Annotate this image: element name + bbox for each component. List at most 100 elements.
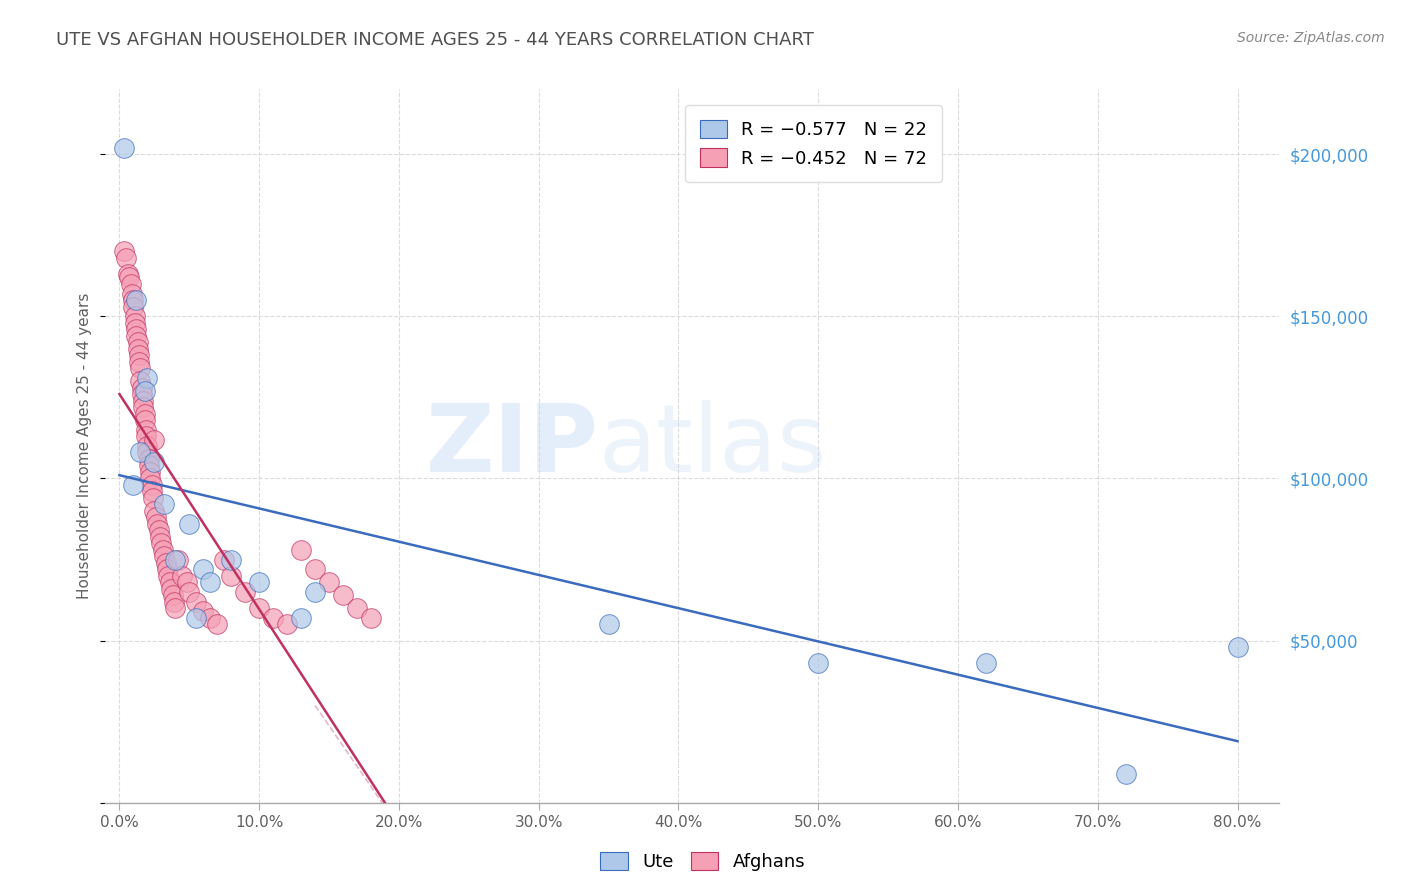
Point [122, 478, 145, 492]
Point [162, 588, 184, 602]
Point [165, 552, 187, 566]
Point [141, 484, 163, 499]
Point [163, 595, 186, 609]
Point [172, 568, 194, 582]
Point [200, 575, 222, 590]
Point [138, 452, 160, 467]
Point [332, 588, 354, 602]
Point [134, 384, 156, 398]
Point [160, 582, 183, 596]
Legend: Ute, Afghans: Ute, Afghans [593, 845, 813, 879]
Point [136, 445, 159, 459]
Point [262, 611, 284, 625]
Point [132, 393, 155, 408]
Point [148, 524, 170, 538]
Point [167, 552, 190, 566]
Point [156, 562, 179, 576]
Point [149, 530, 172, 544]
Point [122, 293, 145, 307]
Point [1115, 766, 1137, 780]
Point [134, 407, 156, 421]
Point [153, 497, 176, 511]
Point [150, 536, 173, 550]
Point [135, 423, 157, 437]
Point [155, 556, 177, 570]
Point [120, 277, 142, 291]
Point [129, 445, 152, 459]
Point [127, 335, 149, 350]
Point [121, 286, 143, 301]
Point [146, 516, 169, 531]
Point [152, 542, 174, 557]
Point [179, 585, 201, 599]
Point [233, 585, 256, 599]
Point [179, 516, 201, 531]
Point [131, 381, 153, 395]
Point [117, 267, 139, 281]
Point [129, 361, 152, 376]
Point [127, 342, 149, 356]
Point [131, 387, 153, 401]
Point [143, 504, 166, 518]
Point [128, 354, 150, 368]
Point [186, 595, 208, 609]
Point [247, 575, 270, 590]
Legend: R = −0.577   N = 22, R = −0.452   N = 72: R = −0.577 N = 22, R = −0.452 N = 72 [685, 105, 942, 182]
Point [159, 575, 181, 590]
Point [193, 562, 215, 576]
Point [200, 611, 222, 625]
Point [112, 140, 135, 154]
Point [1226, 640, 1249, 654]
Point [124, 310, 146, 324]
Point [153, 549, 176, 564]
Point [139, 471, 162, 485]
Point [124, 316, 146, 330]
Point [193, 604, 215, 618]
Point [135, 429, 157, 443]
Point [318, 575, 340, 590]
Point [219, 552, 242, 566]
Point [974, 657, 997, 671]
Point [128, 348, 150, 362]
Point [142, 491, 165, 505]
Point [212, 552, 235, 566]
Point [598, 617, 620, 632]
Point [125, 293, 148, 307]
Point [143, 455, 166, 469]
Point [304, 585, 326, 599]
Point [136, 371, 159, 385]
Point [247, 601, 270, 615]
Point [176, 575, 198, 590]
Point [122, 300, 145, 314]
Point [360, 611, 382, 625]
Point [118, 270, 141, 285]
Point [165, 601, 187, 615]
Text: UTE VS AFGHAN HOUSEHOLDER INCOME AGES 25 - 44 YEARS CORRELATION CHART: UTE VS AFGHAN HOUSEHOLDER INCOME AGES 25… [56, 31, 814, 49]
Point [129, 374, 152, 388]
Point [290, 611, 312, 625]
Point [346, 601, 368, 615]
Point [807, 657, 830, 671]
Point [132, 400, 155, 414]
Point [136, 439, 159, 453]
Point [112, 244, 135, 259]
Y-axis label: Householder Income Ages 25 - 44 years: Householder Income Ages 25 - 44 years [77, 293, 93, 599]
Point [186, 611, 208, 625]
Point [157, 568, 180, 582]
Point [138, 458, 160, 473]
Point [143, 433, 166, 447]
Point [304, 562, 326, 576]
Text: atlas: atlas [599, 400, 827, 492]
Text: ZIP: ZIP [426, 400, 599, 492]
Text: Source: ZipAtlas.com: Source: ZipAtlas.com [1237, 31, 1385, 45]
Point [139, 465, 162, 479]
Point [125, 322, 148, 336]
Point [134, 413, 156, 427]
Point [207, 617, 229, 632]
Point [290, 542, 312, 557]
Point [125, 328, 148, 343]
Point [115, 251, 138, 265]
Point [219, 568, 242, 582]
Point [141, 478, 163, 492]
Point [145, 510, 167, 524]
